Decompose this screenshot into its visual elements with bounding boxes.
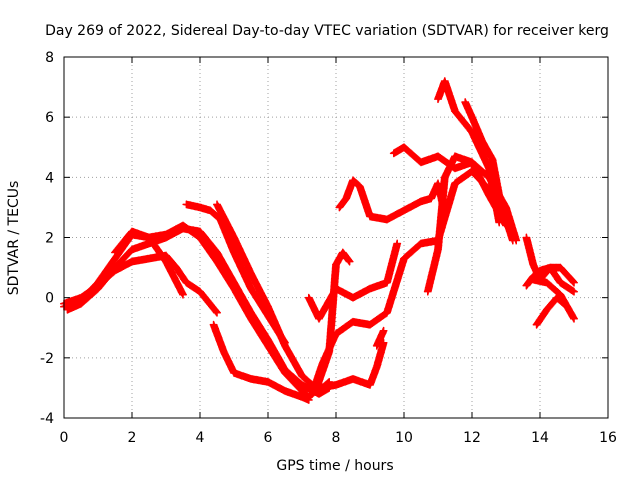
data-series-arc-17 <box>461 98 507 218</box>
data-series-arc-3 <box>60 251 221 317</box>
x-tick-label: 16 <box>599 430 617 446</box>
y-tick-label: 6 <box>45 110 54 126</box>
x-axis-title: GPS time / hours <box>276 458 393 474</box>
series-group <box>60 77 578 404</box>
data-series-arc-2 <box>63 224 334 398</box>
y-tick-label: 0 <box>45 291 54 307</box>
data-series-arc-19 <box>522 263 578 296</box>
x-tick-label: 4 <box>196 430 205 446</box>
data-series-arc-21 <box>532 293 568 329</box>
x-tick-label: 8 <box>332 430 341 446</box>
y-tick-label: 8 <box>45 50 54 66</box>
data-series-arc-10 <box>311 248 354 395</box>
data-series-arc-13 <box>335 176 449 224</box>
data-series-arc-4 <box>111 227 187 299</box>
y-tick-label: -2 <box>40 351 54 367</box>
x-tick-label: 2 <box>128 430 137 446</box>
data-series <box>60 77 578 404</box>
data-series-arc-1 <box>60 221 323 401</box>
y-tick-label: 4 <box>45 170 54 186</box>
data-series-arc-7 <box>209 320 313 404</box>
y-tick-label: 2 <box>45 231 54 247</box>
y-axis-title: SDTVAR / TECUs <box>6 181 22 296</box>
x-tick-label: 14 <box>531 430 549 446</box>
chart-title: Day 269 of 2022, Sidereal Day-to-day VTE… <box>45 23 609 39</box>
data-series-arc-12 <box>372 326 388 350</box>
x-tick-label: 10 <box>395 430 413 446</box>
x-tick-label: 12 <box>463 430 481 446</box>
y-tick-label: -4 <box>40 411 54 427</box>
x-tick-label: 6 <box>264 430 273 446</box>
data-series-arc-16 <box>434 77 504 227</box>
x-tick-label: 0 <box>60 430 69 446</box>
data-series-arc-6 <box>213 200 334 395</box>
data-series-arc-11 <box>315 338 388 392</box>
axes: 0 2 4 6 8 10 12 14 16 -4 -2 0 2 4 6 8 <box>40 50 617 446</box>
